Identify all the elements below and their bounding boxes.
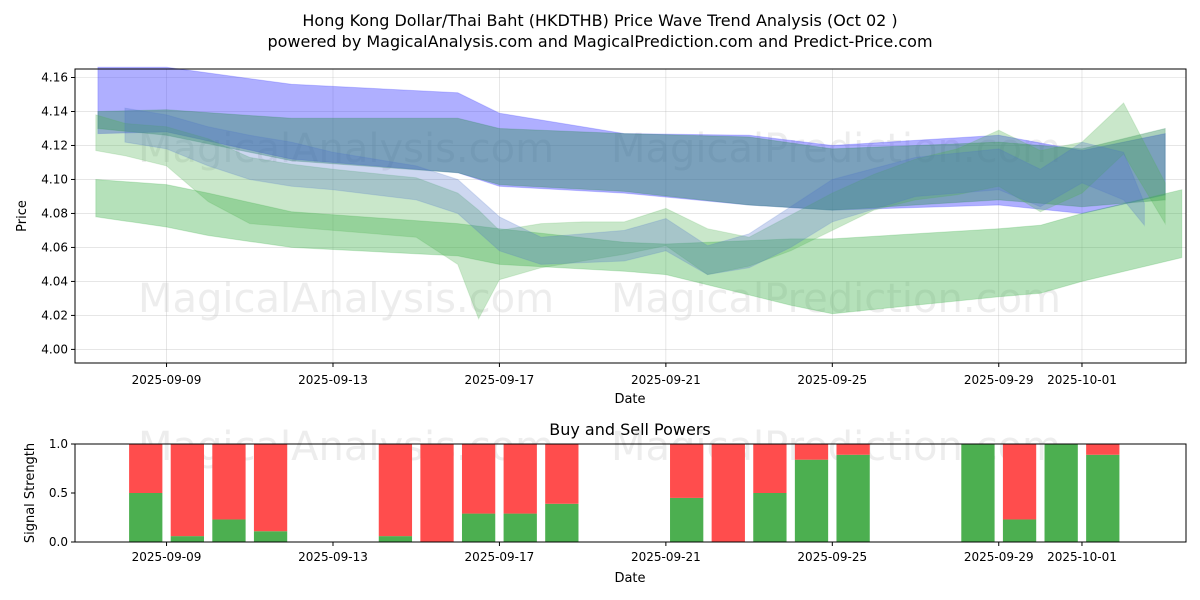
watermark-3: MagicalAnalysis.com <box>138 276 554 322</box>
price-x-label: Date <box>614 392 645 407</box>
buy-bar <box>961 444 995 542</box>
signal-title: Buy and Sell Powers <box>549 420 711 439</box>
buy-bar <box>545 503 579 542</box>
signal-x-tick-label: 2025-09-29 <box>964 550 1034 564</box>
price-y-tick-label: 4.14 <box>41 104 68 118</box>
signal-y-label: Signal Strength <box>23 443 38 543</box>
signal-x-tick-label: 2025-09-21 <box>631 550 701 564</box>
sell-bar <box>378 444 413 537</box>
price-x-tick-label: 2025-09-21 <box>631 373 701 387</box>
buy-bar <box>253 531 288 542</box>
sell-bar <box>461 444 496 514</box>
buy-bar <box>170 536 204 542</box>
sell-bar <box>503 444 537 514</box>
price-band-teal-wide <box>97 109 1166 211</box>
sell-bar <box>129 444 163 493</box>
watermark-2: MagicalPrediction.com <box>611 126 1061 172</box>
signal-y-tick-label: 0.0 <box>49 535 68 549</box>
price-x-tick-label: 2025-09-25 <box>797 373 867 387</box>
price-y-tick-label: 4.16 <box>41 70 68 84</box>
signal-x-tick-label: 2025-09-13 <box>298 550 368 564</box>
sell-bar <box>794 444 829 460</box>
buy-bar <box>378 536 413 542</box>
buy-bar <box>670 497 704 542</box>
price-band-blue-main <box>124 107 1145 276</box>
price-gridlines <box>75 69 1186 363</box>
price-y-tick-label: 4.00 <box>41 342 68 356</box>
sell-bar <box>836 444 870 455</box>
sell-bar <box>753 444 787 493</box>
signal-x-tick-label: 2025-09-17 <box>465 550 535 564</box>
sell-bar <box>545 444 579 504</box>
sell-bar <box>711 444 745 542</box>
price-band-green-low <box>95 178 1183 315</box>
price-x-ticks: 2025-09-09 2025-09-13 2025-09-17 2025-09-21… <box>132 363 1117 387</box>
signal-x-tick-label: 2025-10-01 <box>1047 550 1117 564</box>
price-watermarks: MagicalAnalysis.com MagicalPrediction.co… <box>138 126 1061 322</box>
chart-subtitle: powered by MagicalAnalysis.com and Magic… <box>267 32 932 51</box>
signal-x-tick-label: 2025-09-09 <box>132 550 202 564</box>
price-band-green-main <box>95 102 1166 321</box>
price-x-tick-label: 2025-09-09 <box>132 373 202 387</box>
watermark-1: MagicalAnalysis.com <box>138 126 554 172</box>
signal-y-tick-label: 1.0 <box>49 437 68 451</box>
buy-bar <box>461 513 496 542</box>
price-y-tick-label: 4.08 <box>41 206 68 220</box>
sell-bar <box>420 444 454 542</box>
buy-bar <box>1086 454 1120 542</box>
buy-bar <box>836 454 870 542</box>
price-x-tick-label: 2025-09-29 <box>964 373 1034 387</box>
price-y-tick-label: 4.12 <box>41 138 68 152</box>
sell-bar <box>170 444 204 537</box>
price-y-label: Price <box>15 200 30 232</box>
signal-x-ticks: 2025-09-09 2025-09-13 2025-09-17 2025-09-21… <box>132 542 1117 564</box>
price-y-tick-label: 4.02 <box>41 308 68 322</box>
buy-bar <box>129 493 163 542</box>
price-band-blue-wide <box>97 66 1166 215</box>
price-y-tick-label: 4.04 <box>41 274 68 288</box>
sell-bar <box>1002 444 1037 520</box>
signal-y-ticks: 0.0 0.5 1.0 <box>49 437 75 549</box>
chart-title: Hong Kong Dollar/Thai Baht (HKDTHB) Pric… <box>302 11 897 30</box>
buy-bar <box>753 493 787 542</box>
signal-x-label: Date <box>614 571 645 586</box>
signal-panel: Buy and Sell Powers MagicalAnalysis.com … <box>23 420 1187 586</box>
sell-bar <box>212 444 246 520</box>
sell-bar <box>670 444 704 498</box>
watermark-4: MagicalPrediction.com <box>611 276 1061 322</box>
price-bands <box>95 66 1183 321</box>
price-x-tick-label: 2025-10-01 <box>1047 373 1117 387</box>
price-y-tick-label: 4.10 <box>41 172 68 186</box>
price-x-tick-label: 2025-09-13 <box>298 373 368 387</box>
sell-bar <box>1086 444 1120 455</box>
signal-y-tick-label: 0.5 <box>49 486 68 500</box>
price-panel: MagicalAnalysis.com MagicalPrediction.co… <box>15 66 1187 407</box>
signal-bars <box>129 444 1120 542</box>
price-y-tick-label: 4.06 <box>41 240 68 254</box>
price-x-tick-label: 2025-09-17 <box>465 373 535 387</box>
buy-bar <box>1044 444 1078 542</box>
sell-bar <box>253 444 288 532</box>
buy-bar <box>1002 519 1037 542</box>
price-y-ticks: 4.00 4.02 4.04 4.06 4.08 4.10 4.12 4.14 4.16 <box>41 70 75 356</box>
price-frame <box>74 68 1187 364</box>
buy-bar <box>794 459 829 542</box>
buy-bar <box>212 519 246 542</box>
signal-x-tick-label: 2025-09-25 <box>797 550 867 564</box>
buy-bar <box>503 513 537 542</box>
